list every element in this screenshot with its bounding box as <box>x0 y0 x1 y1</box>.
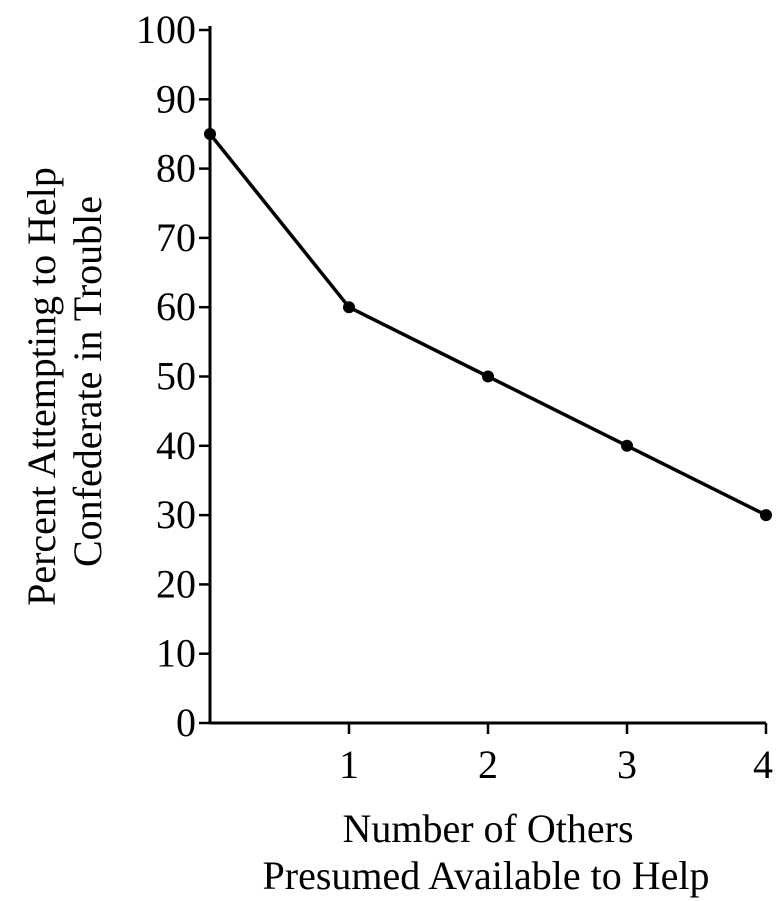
y-tick-label: 60 <box>156 284 196 329</box>
y-tick-label: 80 <box>156 146 196 191</box>
x-tick-label: 2 <box>478 742 498 787</box>
series-line <box>208 132 767 517</box>
data-point <box>204 127 216 140</box>
y-axis-title: Percent Attempting to Help Confederate i… <box>19 157 110 606</box>
y-tick-label: 70 <box>156 215 196 260</box>
x-tick-label: 1 <box>339 742 359 787</box>
y-tick-label: 20 <box>156 561 196 606</box>
y-tick-label: 90 <box>156 76 196 121</box>
x-tick-label: 3 <box>617 742 637 787</box>
x-axis-title-line-1: Number of Others <box>342 806 633 851</box>
y-axis-title-line-1: Percent Attempting to Help <box>19 167 64 606</box>
y-tick-label: 100 <box>136 7 196 52</box>
x-axis-title-line-2: Presumed Available to Help <box>263 853 710 898</box>
series <box>204 127 772 522</box>
x-tick-label: 4 <box>753 742 773 787</box>
x-ticks: 1 2 3 4 <box>339 723 773 787</box>
y-tick-label: 40 <box>156 423 196 468</box>
y-tick-label: 50 <box>156 354 196 399</box>
y-tick-label: 0 <box>176 700 196 745</box>
data-point <box>482 370 494 383</box>
data-point <box>621 439 633 452</box>
data-point <box>760 509 772 522</box>
data-point <box>343 301 355 314</box>
y-tick-label: 10 <box>156 631 196 676</box>
y-tick-label: 30 <box>156 492 196 537</box>
y-ticks: 0 10 20 30 40 50 60 70 80 90 100 <box>136 7 210 745</box>
y-axis-title-line-2: Confederate in Trouble <box>65 196 110 567</box>
